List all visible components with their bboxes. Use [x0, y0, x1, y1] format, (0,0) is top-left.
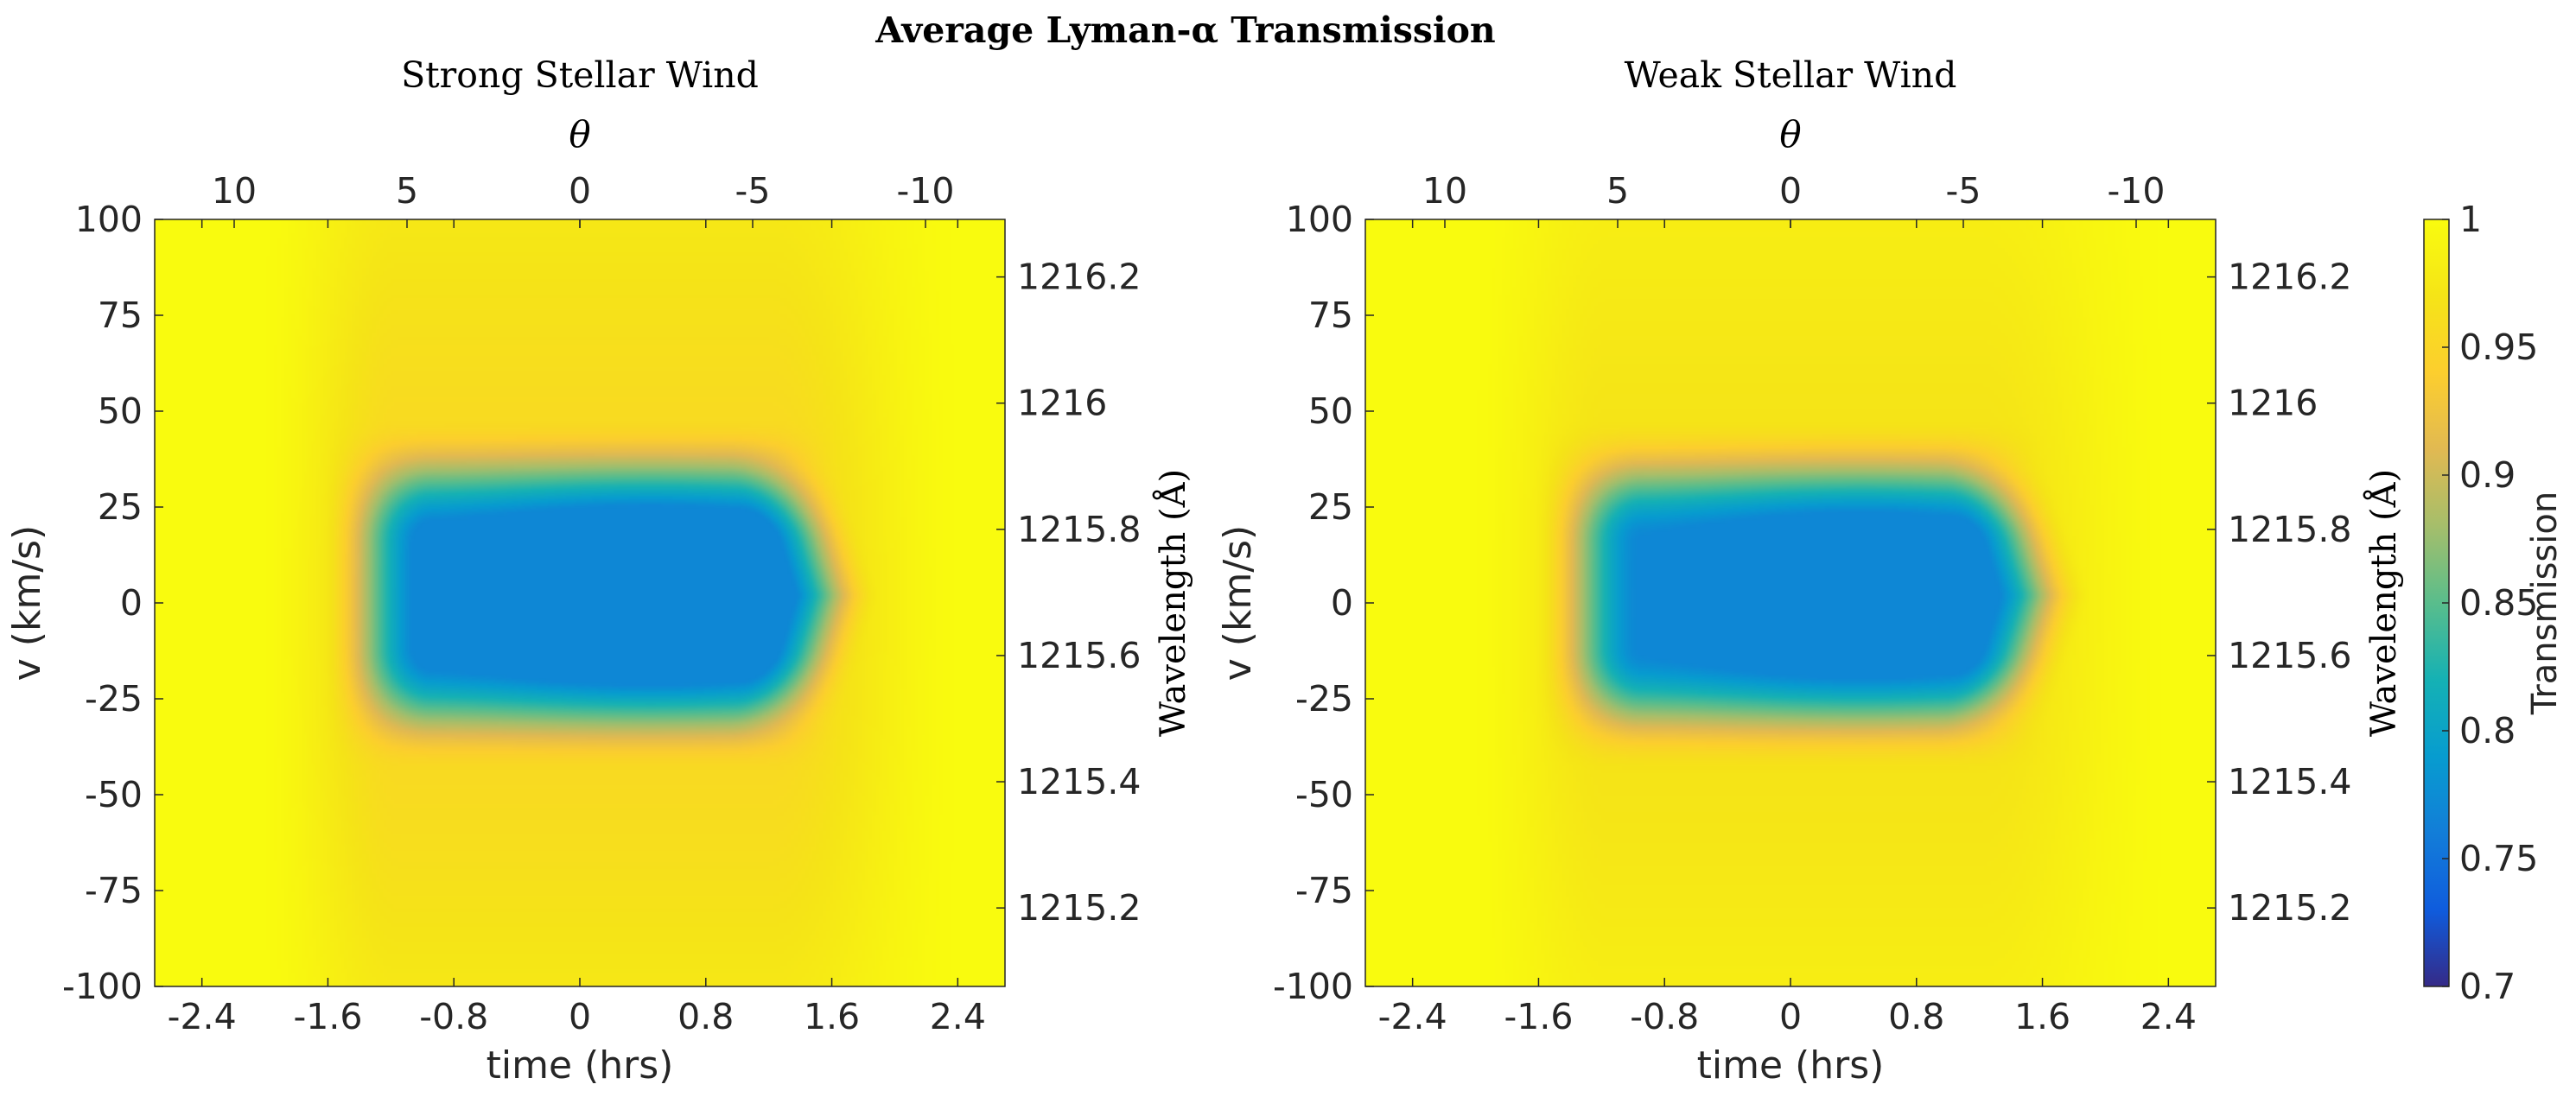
wavelength-tick-label: 1216.2 [2228, 257, 2351, 298]
y-tick-label: -75 [85, 870, 143, 911]
y-tick-label: -75 [1295, 870, 1353, 911]
x-axis-label: time (hrs) [487, 1043, 674, 1087]
colorbar-tick-label: 0.9 [2459, 454, 2516, 496]
panel-subtitle: Strong Stellar Wind [401, 54, 759, 96]
colorbar-tick-label: 0.95 [2459, 327, 2538, 368]
y-tick-label: 100 [75, 199, 143, 240]
wavelength-tick-label: 1215.8 [1017, 509, 1141, 550]
wavelength-tick-label: 1216 [2228, 383, 2318, 424]
colorbar-label: Transmission [2525, 491, 2565, 715]
y-tick-label: 75 [1308, 295, 1353, 336]
colorbar-tick-label: 0.85 [2459, 582, 2538, 624]
x-tick-label: -2.4 [1378, 996, 1447, 1037]
theta-tick-label: 5 [396, 170, 418, 212]
theta-axis-label: θ [1779, 113, 1801, 155]
colorbar-tick-label: 0.7 [2459, 966, 2516, 1007]
x-tick-label: 0.8 [677, 996, 734, 1037]
theta-tick-label: 0 [569, 170, 591, 212]
y-tick-label: 25 [98, 486, 143, 528]
heatmap-panel-1: -2.4 -1.6 -0.8 0 0.8 1.6 2.4-100-75-50-2502550… [5, 54, 1193, 1087]
colorbar-tick-label: 0.75 [2459, 838, 2538, 879]
x-tick-label: 0.8 [1888, 996, 1944, 1037]
y-tick-label: -25 [85, 678, 143, 720]
x-axis-label: time (hrs) [1697, 1043, 1885, 1087]
y-tick-label: 75 [98, 295, 143, 336]
y-tick-label: -100 [1273, 966, 1353, 1007]
x-tick-label: -1.6 [1504, 996, 1573, 1037]
theta-tick-label: 10 [1422, 170, 1467, 212]
colorbar-tick-label: 0.8 [2459, 710, 2516, 751]
y-tick-label: 100 [1286, 199, 1353, 240]
theta-tick-label: -5 [1946, 170, 1981, 212]
wavelength-tick-label: 1215.2 [2228, 887, 2351, 929]
theta-tick-label: 5 [1606, 170, 1629, 212]
x-tick-label: -2.4 [168, 996, 237, 1037]
heatmap-panels: -2.4 -1.6 -0.8 0 0.8 1.6 2.4-100-75-50-2502550… [5, 54, 2404, 1087]
wavelength-tick-label: 1216 [1017, 383, 1107, 424]
theta-tick-label: -5 [735, 170, 771, 212]
heatmap-image [155, 219, 1005, 986]
x-tick-label: -0.8 [419, 996, 488, 1037]
x-tick-label: 1.6 [804, 996, 860, 1037]
theta-tick-label: -10 [897, 170, 955, 212]
wavelength-axis-label: Wavelength (Å) [2363, 469, 2404, 737]
theta-axis-label: θ [569, 113, 590, 155]
theta-tick-label: 0 [1779, 170, 1802, 212]
heatmap-panel-2: -2.4 -1.6 -0.8 0 0.8 1.6 2.4-100-75-50-2502550… [1216, 54, 2404, 1087]
wavelength-tick-label: 1216.2 [1017, 257, 1141, 298]
wavelength-tick-label: 1215.6 [1017, 635, 1141, 676]
x-tick-label: 0 [569, 996, 591, 1037]
y-axis-label: v (km/s) [5, 525, 49, 681]
y-tick-label: 50 [1308, 390, 1353, 432]
wavelength-axis-label: Wavelength (Å) [1153, 469, 1193, 737]
y-tick-label: -100 [62, 966, 143, 1007]
x-tick-label: 2.4 [930, 996, 986, 1037]
wavelength-tick-label: 1215.2 [1017, 887, 1141, 929]
x-tick-label: -1.6 [293, 996, 362, 1037]
x-tick-label: 2.4 [2140, 996, 2197, 1037]
y-axis-label: v (km/s) [1216, 525, 1260, 681]
x-tick-label: -0.8 [1630, 996, 1699, 1037]
heatmap-image [1365, 219, 2216, 986]
panel-subtitle: Weak Stellar Wind [1625, 54, 1957, 96]
colorbar-tick-label: 1 [2459, 199, 2482, 240]
wavelength-tick-label: 1215.4 [1017, 761, 1141, 802]
y-tick-label: 50 [98, 390, 143, 432]
y-tick-label: -25 [1295, 678, 1353, 720]
wavelength-tick-label: 1215.4 [2228, 761, 2351, 802]
wavelength-tick-label: 1215.8 [2228, 509, 2351, 550]
y-tick-label: -50 [1295, 774, 1353, 815]
y-tick-label: 25 [1308, 486, 1353, 528]
x-tick-label: 1.6 [2014, 996, 2070, 1037]
theta-tick-label: -10 [2108, 170, 2166, 212]
y-tick-label: 0 [120, 582, 143, 624]
wavelength-tick-label: 1215.6 [2228, 635, 2351, 676]
x-tick-label: 0 [1779, 996, 1802, 1037]
colorbar: 0.7 0.75 0.8 0.85 0.9 0.95 1 Transmission [2423, 199, 2565, 1007]
y-tick-label: -50 [85, 774, 143, 815]
figure-title: Average Lyman-α Transmission [875, 10, 1495, 51]
y-tick-label: 0 [1331, 582, 1353, 624]
theta-tick-label: 10 [212, 170, 257, 212]
